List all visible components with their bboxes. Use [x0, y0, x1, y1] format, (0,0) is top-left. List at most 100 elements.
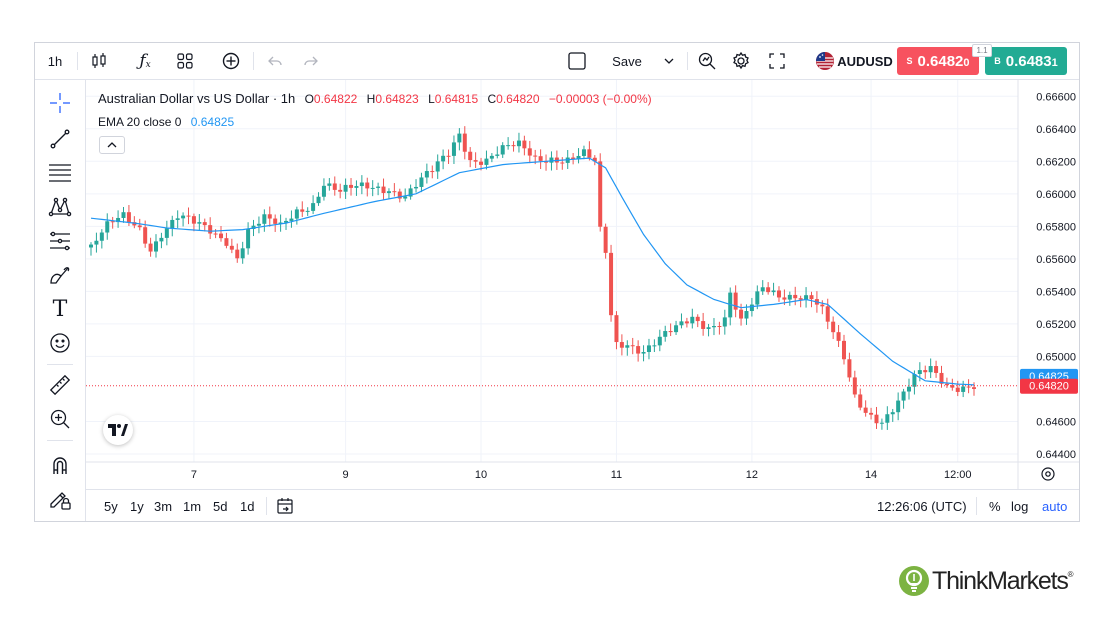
tradingview-logo[interactable] [103, 415, 133, 445]
candle-down [858, 394, 863, 408]
candle-down [143, 227, 148, 244]
candle-down [430, 171, 435, 173]
text-icon[interactable]: T [52, 296, 68, 322]
gear-hub [1045, 471, 1051, 477]
close-value: 0.64820 [496, 92, 540, 106]
quick-search-icon[interactable] [693, 43, 721, 79]
fib-retracement-icon[interactable] [45, 158, 75, 188]
ema-legend[interactable]: EMA 20 close 0 0.64825 [98, 115, 234, 129]
layouts-icon[interactable] [171, 43, 199, 79]
price-axis-label: 0.65000 [1036, 351, 1076, 363]
ruler-icon[interactable] [45, 370, 75, 400]
fullscreen-icon[interactable] [763, 43, 791, 79]
candle-up [711, 326, 716, 328]
candle-down [587, 149, 592, 158]
symbol-name[interactable]: AUDUSD [837, 53, 893, 69]
magnet-icon[interactable] [45, 450, 75, 480]
candle-up [289, 218, 294, 221]
candle-down [208, 225, 213, 234]
candle-up [419, 177, 424, 187]
range-5y[interactable]: 5y [104, 498, 118, 514]
candle-down [966, 386, 971, 388]
crosshair-icon[interactable] [45, 88, 75, 118]
range-5d[interactable]: 5d [213, 498, 228, 514]
candle-up [787, 294, 792, 300]
price-axis-label: 0.64400 [1036, 449, 1076, 461]
add-icon[interactable] [217, 43, 245, 79]
candle-down [798, 298, 803, 300]
time-axis-label: 11 [611, 469, 622, 481]
symbol-title[interactable]: Australian Dollar vs US Dollar · 1h [98, 91, 296, 106]
bulb-icon [899, 566, 929, 596]
range-1m[interactable]: 1m [183, 498, 202, 514]
candle-up [912, 374, 917, 387]
candle-up [961, 386, 966, 392]
candle-up [246, 229, 251, 249]
candle-down [863, 407, 868, 413]
percent-toggle[interactable]: % [989, 498, 1001, 514]
toolbar-divider [266, 497, 267, 515]
candle-down [841, 340, 846, 360]
chevron-down-icon[interactable] [659, 43, 679, 79]
range-1d[interactable]: 1d [240, 498, 255, 514]
open-label: O [304, 92, 314, 106]
candle-up [414, 186, 419, 189]
chevron-up-icon [107, 142, 117, 148]
sell-price: 0.6482 [917, 52, 964, 70]
log-toggle[interactable]: log [1011, 498, 1029, 514]
candle-up [116, 217, 121, 223]
save-button[interactable]: Save [612, 53, 642, 69]
flag-icon [813, 43, 837, 79]
price-axis-label: 0.65800 [1036, 221, 1076, 233]
redo-icon[interactable] [297, 43, 325, 79]
price-axis-label: 0.65200 [1036, 319, 1076, 331]
pattern-icon[interactable] [45, 192, 75, 222]
interval-button[interactable]: 1h [47, 53, 63, 69]
prediction-icon[interactable] [45, 226, 75, 256]
candle-down [332, 183, 337, 190]
buy-button[interactable]: B 0.6483 1 [985, 47, 1067, 75]
emoji-icon[interactable] [45, 328, 75, 358]
calendar-icon[interactable] [276, 490, 294, 522]
settings-icon[interactable] [727, 43, 755, 79]
candle-up [121, 212, 126, 218]
candle-down [939, 372, 944, 384]
candle-up [408, 188, 413, 197]
legend-collapse-button[interactable] [99, 136, 125, 154]
price-chart[interactable]: 0.66600 0.66400 0.66200 0.66000 0.65800 0.656… [86, 80, 1079, 489]
thinkmarkets-logo: ThinkMarkets ® [898, 566, 1074, 596]
trend-line-icon[interactable] [45, 124, 75, 154]
candle-down [820, 304, 825, 307]
brush-icon[interactable] [45, 260, 75, 290]
sell-label: S [906, 56, 913, 66]
buy-price-frac: 1 [1051, 57, 1058, 69]
lock-drawing-icon[interactable] [45, 484, 75, 514]
candle-down [235, 249, 240, 259]
candle-down [219, 233, 224, 239]
range-1y[interactable]: 1y [130, 498, 144, 514]
price-tag-text: 0.64820 [1029, 381, 1069, 393]
range-3m[interactable]: 3m [154, 498, 173, 514]
candle-up [256, 223, 261, 226]
candle-down [527, 148, 532, 156]
candle-up [327, 183, 332, 186]
zoom-in-icon[interactable] [45, 404, 75, 434]
candle-up [305, 210, 310, 212]
candle-up [311, 203, 316, 211]
gear-ring [1041, 467, 1055, 481]
layout-toggle-icon[interactable] [563, 43, 591, 79]
ema-line [90, 157, 975, 386]
bar-style-icon[interactable] [85, 43, 113, 79]
candle-up [354, 186, 359, 188]
candle-down [630, 345, 635, 347]
auto-toggle[interactable]: auto [1042, 498, 1068, 514]
clock-time[interactable]: 12:26:06 (UTC) [877, 498, 967, 514]
sell-button[interactable]: S 0.6482 0 [897, 47, 979, 75]
buy-price: 0.6483 [1005, 52, 1052, 70]
candle-down [825, 306, 830, 322]
buy-label: B [994, 56, 1001, 66]
undo-icon[interactable] [261, 43, 289, 79]
candle-down [668, 331, 673, 333]
